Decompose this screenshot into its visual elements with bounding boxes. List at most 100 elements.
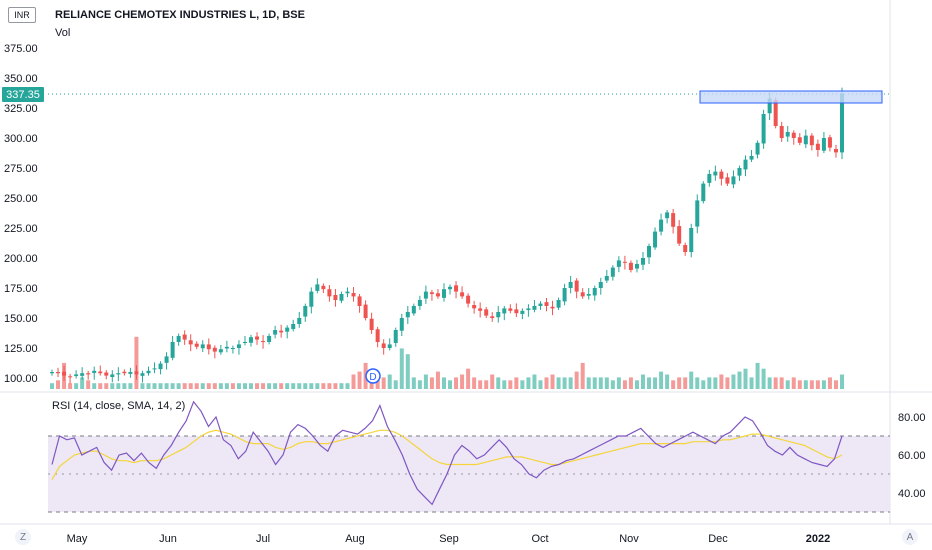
- candle-body: [725, 177, 730, 184]
- time-axis-label: 2022: [806, 533, 830, 545]
- volume-bar: [791, 377, 796, 389]
- candle-body: [749, 156, 754, 160]
- time-axis-label: Sep: [439, 533, 459, 545]
- resistance-zone-box[interactable]: [699, 90, 883, 104]
- currency-badge[interactable]: INR: [8, 7, 36, 23]
- volume-bar: [417, 380, 422, 389]
- volume-bar: [345, 383, 350, 389]
- candle-body: [532, 306, 537, 310]
- candle-body: [309, 291, 314, 307]
- volume-bar: [327, 383, 332, 389]
- volume-series: [50, 336, 844, 389]
- candle-body: [520, 310, 525, 314]
- time-axis-label: Oct: [531, 533, 548, 545]
- dividend-marker[interactable]: [365, 368, 381, 384]
- time-axis-label: Dec: [708, 533, 728, 545]
- volume-bar: [628, 377, 633, 389]
- volume-bar: [737, 371, 742, 389]
- rsi-line: [51, 400, 843, 506]
- volume-bar: [454, 377, 459, 389]
- volume-bar: [297, 383, 302, 389]
- candle-body: [701, 183, 706, 202]
- candle-body: [659, 219, 664, 232]
- volume-bar: [164, 383, 169, 389]
- candle-body: [785, 132, 790, 137]
- volume-bar: [767, 377, 772, 389]
- time-axis-label: May: [67, 533, 88, 545]
- candle-body: [98, 371, 103, 374]
- candle-body: [369, 318, 374, 330]
- volume-bar: [74, 383, 79, 389]
- volume-bar: [514, 377, 519, 389]
- auto-scale-button[interactable]: A: [902, 529, 918, 545]
- candle-body: [550, 306, 555, 309]
- volume-bar: [466, 368, 471, 389]
- rsi-legend[interactable]: RSI (14, close, SMA, 14, 2): [52, 400, 186, 412]
- candle-body: [526, 308, 531, 311]
- dividend-marker-label: D: [369, 372, 376, 383]
- price-tick-label: 250.00: [4, 193, 38, 205]
- candle-body: [562, 288, 567, 302]
- volume-bar: [761, 368, 766, 389]
- candle-body: [375, 329, 380, 342]
- volume-bar: [731, 374, 736, 389]
- candle-body: [321, 285, 326, 290]
- candle-body: [128, 372, 133, 374]
- volume-bar: [671, 380, 676, 389]
- zoom-reset-button[interactable]: Z: [15, 529, 31, 545]
- volume-bar: [622, 380, 627, 389]
- volume-bar: [592, 377, 597, 389]
- candle-body: [170, 342, 175, 358]
- candle-body: [719, 171, 724, 179]
- volume-bar: [538, 380, 543, 389]
- candle-body: [435, 293, 440, 297]
- price-tick-label: 325.00: [4, 103, 38, 115]
- volume-bar: [610, 380, 615, 389]
- symbol-title[interactable]: RELIANCE CHEMOTEX INDUSTRIES L, 1D, BSE: [55, 9, 305, 21]
- volume-bar: [634, 380, 639, 389]
- volume-bar: [695, 377, 700, 389]
- volume-bar: [803, 380, 808, 389]
- price-tick-label: 300.00: [4, 133, 38, 145]
- candle-body: [496, 312, 501, 318]
- candle-body: [212, 347, 217, 352]
- candle-body: [267, 336, 272, 342]
- candle-body: [50, 372, 54, 374]
- candle-body: [297, 318, 302, 324]
- volume-bar: [701, 380, 706, 389]
- candle-body: [689, 228, 694, 252]
- candle-body: [417, 300, 422, 306]
- volume-bar: [659, 371, 664, 389]
- candle-body: [92, 370, 97, 373]
- candle-body: [797, 137, 802, 143]
- price-tick-label: 100.00: [4, 373, 38, 385]
- candle-body: [647, 246, 652, 258]
- candle-body: [176, 336, 181, 342]
- volume-bar: [405, 354, 410, 389]
- candle-body: [218, 349, 223, 353]
- volume-bar: [182, 383, 187, 389]
- volume-bar: [267, 383, 272, 389]
- candle-body: [291, 324, 296, 330]
- volume-bar: [429, 377, 434, 389]
- candle-body: [454, 285, 459, 292]
- candle-body: [351, 293, 356, 297]
- volume-bar: [381, 377, 386, 389]
- candle-body: [333, 294, 338, 300]
- volume-bar: [279, 383, 284, 389]
- volume-bar: [496, 377, 501, 389]
- volume-bar: [574, 371, 579, 389]
- rsi-axis-ticks: 80.00 60.00 40.00: [898, 412, 926, 500]
- volume-bar: [170, 383, 175, 389]
- candle-body: [345, 291, 350, 294]
- volume-bar: [56, 380, 61, 389]
- volume-bar: [68, 383, 73, 389]
- volume-legend[interactable]: Vol: [55, 27, 71, 39]
- candle-body: [731, 176, 736, 185]
- volume-bar: [484, 380, 489, 389]
- volume-bar: [520, 380, 525, 389]
- volume-bar: [441, 377, 446, 389]
- candle-body: [146, 370, 151, 374]
